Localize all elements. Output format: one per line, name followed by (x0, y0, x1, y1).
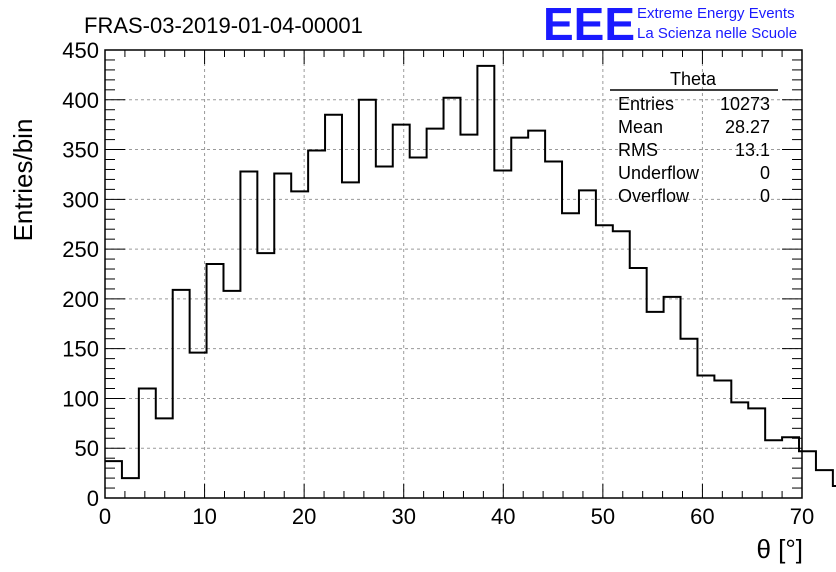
x-tick-labels: 0 10 20 30 40 50 60 70 (99, 504, 814, 529)
eee-logo-mark: EEE (543, 0, 635, 50)
stats-row-label: Underflow (618, 163, 700, 183)
stats-row-label: Mean (618, 117, 663, 137)
stats-row-label: RMS (618, 140, 658, 160)
logo-line-1: Extreme Energy Events (637, 5, 795, 22)
logo-line-2: La Scienza nelle Scuole (637, 25, 797, 42)
x-tick-label: 50 (591, 504, 615, 529)
plot-frame (104, 49, 803, 499)
chart-title: FRAS-03-2019-01-04-00001 (84, 13, 363, 38)
y-tick-label: 100 (62, 386, 99, 411)
y-tick-label: 350 (62, 138, 99, 163)
histogram-line (105, 64, 836, 488)
y-tick-labels: 0 50 100 150 200 250 300 350 400 450 (62, 38, 99, 511)
stats-row-label: Overflow (618, 186, 690, 206)
stats-row-value: 13.1 (735, 140, 770, 160)
stats-row-value: 28.27 (725, 117, 770, 137)
x-tick-label: 10 (192, 504, 216, 529)
stats-box: Theta Entries 10273 Mean 28.27 RMS 13.1 Underf… (610, 69, 778, 206)
logo: EEE Extreme Energy Events La Scienza nel… (543, 0, 797, 50)
x-tick-label: 0 (99, 504, 111, 529)
x-tick-label: 60 (690, 504, 714, 529)
x-tick-label: 40 (491, 504, 515, 529)
y-axis-label: Entries/bin (8, 119, 38, 242)
y-tick-label: 300 (62, 187, 99, 212)
y-tick-label: 450 (62, 38, 99, 63)
x-tick-label: 70 (790, 504, 814, 529)
y-tick-label: 200 (62, 287, 99, 312)
y-tick-label: 50 (75, 436, 99, 461)
y-tick-label: 150 (62, 337, 99, 362)
y-tick-label: 250 (62, 237, 99, 262)
stats-title: Theta (670, 69, 717, 89)
x-tick-label: 30 (391, 504, 415, 529)
x-tick-label: 20 (292, 504, 316, 529)
stats-row-value: 10273 (720, 94, 770, 114)
stats-row-value: 0 (760, 163, 770, 183)
stats-row-value: 0 (760, 186, 770, 206)
grid-lines (105, 50, 802, 498)
axis-ticks (104, 49, 803, 499)
stats-row-label: Entries (618, 94, 674, 114)
x-axis-label: θ [°] (756, 534, 803, 564)
y-tick-label: 400 (62, 88, 99, 113)
y-tick-label: 0 (87, 486, 99, 511)
